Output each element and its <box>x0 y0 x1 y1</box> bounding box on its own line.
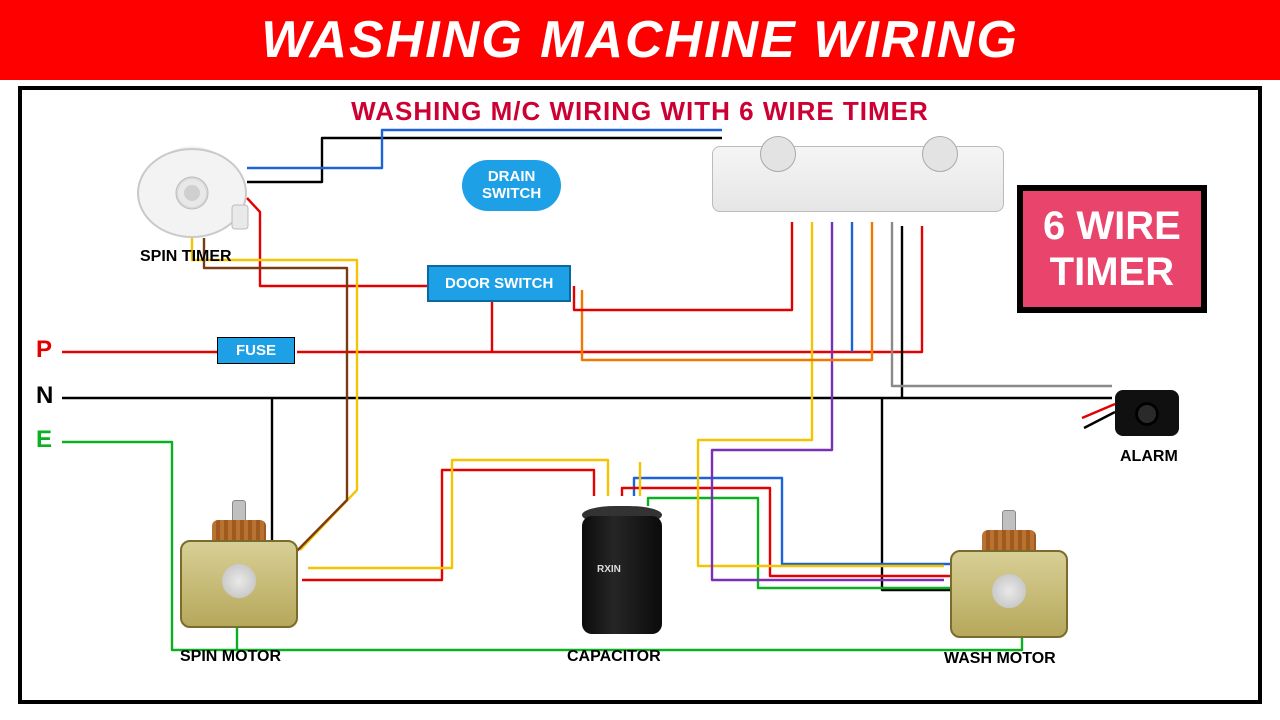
earth-label: E <box>36 426 52 454</box>
wire-timer-purple <box>712 222 944 580</box>
wash-motor-label: WASH MOTOR <box>944 650 1056 668</box>
drain-switch: DRAINSWITCH <box>462 160 561 211</box>
badge-6-wire-timer: 6 WIRE TIMER <box>1017 185 1207 313</box>
title-banner: WASHING MACHINE WIRING <box>0 0 1280 80</box>
wire-spintimer-to-spinmotor-yellow <box>192 238 357 550</box>
title-text: WASHING MACHINE WIRING <box>261 10 1019 70</box>
wash-timer <box>712 140 1002 220</box>
neutral-label: N <box>36 382 53 410</box>
wire-timer-yellow <box>698 222 944 566</box>
alarm <box>1097 380 1187 445</box>
wash-motor <box>932 530 1082 650</box>
wire-spinmotor-to-cap-yellow <box>308 460 608 568</box>
capacitor-label: CAPACITOR <box>567 648 661 666</box>
spin-motor <box>162 520 312 640</box>
spin-timer-label: SPIN TIMER <box>140 248 232 266</box>
drain-switch-label: DRAINSWITCH <box>482 168 541 202</box>
wire-timer-orange <box>582 222 872 360</box>
fuse: FUSE <box>217 337 295 364</box>
diagram-frame: WASHING M/C WIRING WITH 6 WIRE TIMER P N… <box>18 86 1262 704</box>
wire-timer-red <box>574 222 792 310</box>
alarm-label: ALARM <box>1120 448 1178 466</box>
badge-line2: TIMER <box>1043 249 1181 295</box>
capacitor: RXIN <box>567 490 677 640</box>
fuse-label: FUSE <box>236 342 276 359</box>
wire-washmotor-to-cap-green <box>648 498 952 588</box>
wire-door-to-spintimer-red <box>247 198 427 286</box>
spin-motor-label: SPIN MOTOR <box>180 648 281 666</box>
spin-timer <box>132 145 252 240</box>
badge-line1: 6 WIRE <box>1043 203 1181 249</box>
phase-label: P <box>36 336 52 364</box>
door-switch-label: DOOR SWITCH <box>445 275 553 292</box>
door-switch: DOOR SWITCH <box>427 265 571 302</box>
wire-washmotor-to-cap-blue <box>634 478 952 564</box>
wire-P-after-fuse <box>297 226 922 352</box>
